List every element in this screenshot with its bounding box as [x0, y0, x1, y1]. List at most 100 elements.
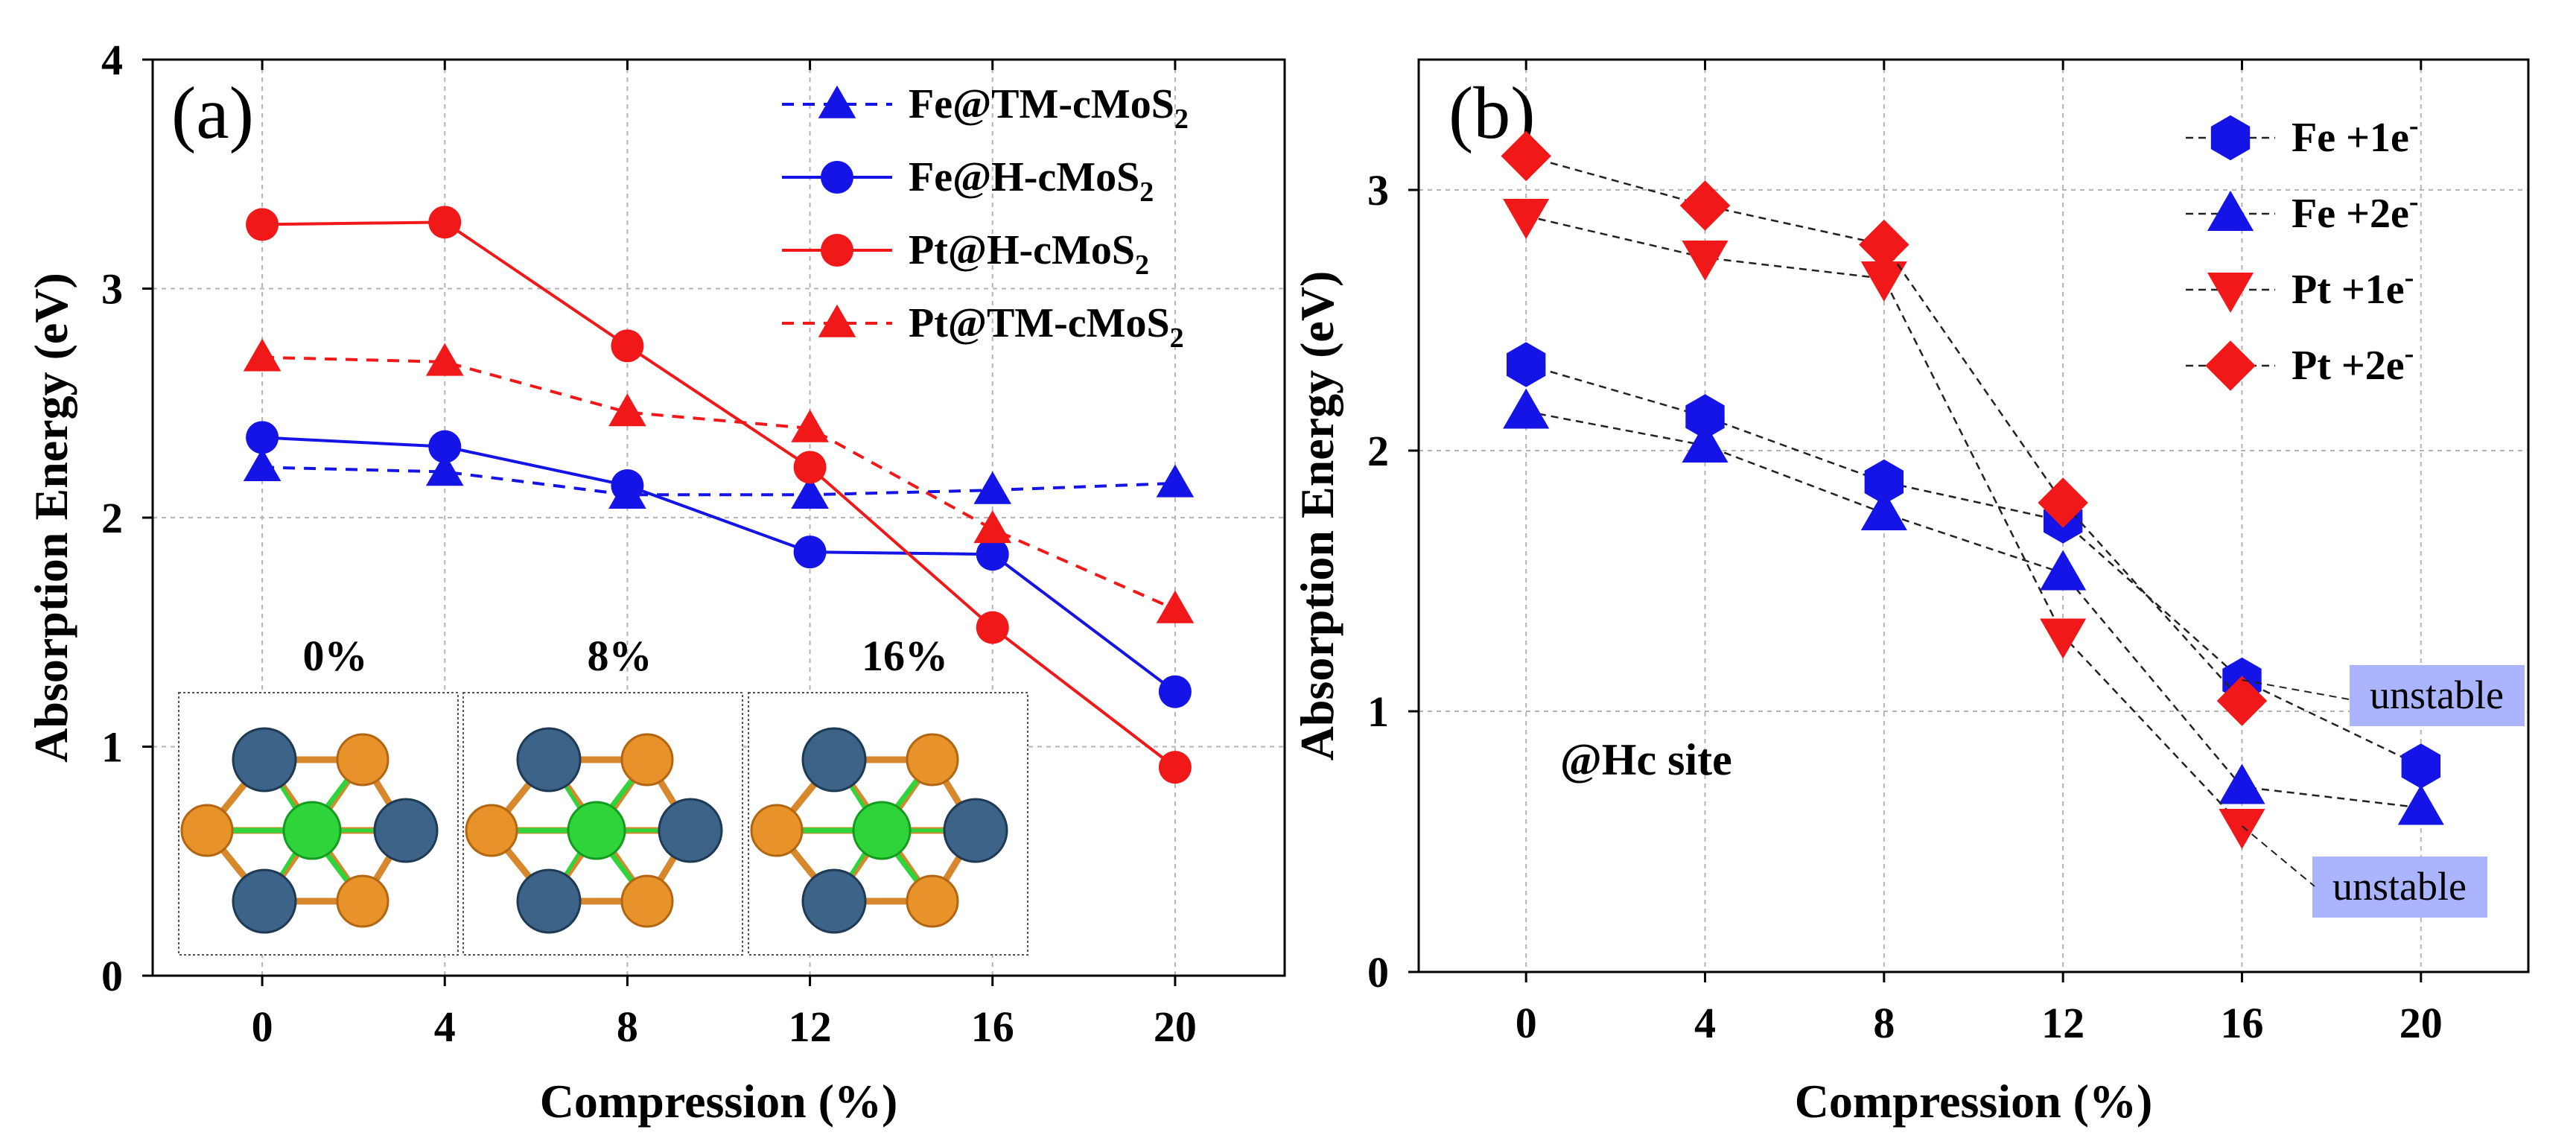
- metal-atom: [852, 801, 912, 860]
- s-atom: [750, 804, 804, 857]
- metal-atom: [567, 801, 626, 860]
- mo-atom: [516, 868, 582, 934]
- legend-marker: [2207, 190, 2254, 231]
- data-point: [1158, 751, 1192, 784]
- series-line: [262, 220, 1177, 769]
- leader-line: [2242, 679, 2354, 701]
- unstable-box: [2312, 857, 2487, 918]
- mo-atom: [658, 798, 723, 863]
- s-atom: [906, 874, 959, 928]
- data-point: [793, 536, 827, 569]
- legend-label: Fe@H-cMoS2: [909, 154, 1154, 208]
- series-fe-tm-cmos2: [243, 448, 1195, 509]
- panel-label: (a): [171, 72, 254, 154]
- x-axis-title: Compression (%): [1795, 1075, 2153, 1128]
- y-axis-title: Absorption Energy (eV): [1291, 271, 1343, 761]
- series-fe-h-cmos2: [246, 421, 1192, 708]
- legend-label-script: 2: [1135, 250, 1149, 281]
- mo-atom: [516, 727, 582, 792]
- legend-label-main: Pt@TM-cMoS: [909, 300, 1170, 346]
- y-tick-label: 2: [1367, 427, 1389, 475]
- leader-line: [2241, 825, 2315, 887]
- data-point: [1503, 388, 1550, 429]
- data-point: [611, 329, 644, 363]
- series-line: [261, 436, 1177, 693]
- data-point: [793, 451, 827, 484]
- x-tick-label: 0: [1516, 999, 1537, 1047]
- x-tick-label: 12: [789, 1003, 832, 1051]
- s-atom: [620, 733, 674, 787]
- structure-inset: [462, 692, 743, 956]
- structure-inset: [178, 692, 459, 956]
- site-annotation: @Hc site: [1560, 735, 1732, 784]
- legend-label-main: Pt +1e: [2292, 267, 2405, 313]
- series-fe-2e-: [1503, 388, 2444, 825]
- series-pt-h-cmos2: [246, 206, 1192, 784]
- series-fe-1e-: [1507, 342, 2440, 789]
- legend-label-script: -: [2405, 338, 2414, 369]
- series-line: [262, 355, 1176, 611]
- data-point: [608, 393, 646, 427]
- y-tick-label: 3: [101, 265, 123, 314]
- data-point: [1156, 590, 1195, 623]
- legend-label: Pt +2e-: [2292, 338, 2414, 389]
- y-tick-label: 0: [101, 952, 123, 1000]
- data-point: [976, 611, 1009, 644]
- legend-label: Fe +1e-: [2292, 110, 2418, 161]
- data-point: [243, 338, 282, 372]
- legend-marker: [2207, 273, 2254, 314]
- data-point: [1864, 459, 1904, 505]
- y-tick-label: 4: [101, 36, 123, 84]
- legend-marker: [821, 234, 853, 267]
- data-point: [2397, 784, 2444, 825]
- x-tick-label: 8: [617, 1003, 638, 1051]
- legend-entry: Fe +2e-: [2186, 186, 2418, 237]
- legend-label-main: Fe@H-cMoS: [909, 154, 1139, 200]
- data-point: [1685, 394, 1725, 439]
- y-axis-title: Absorption Energy (eV): [25, 273, 77, 763]
- unstable-box: [2350, 665, 2525, 726]
- plot-frame: [1417, 58, 2530, 973]
- inset-label: 16%: [862, 632, 948, 680]
- mo-atom: [943, 798, 1008, 863]
- data-point: [425, 343, 464, 376]
- data-point: [1860, 489, 1907, 530]
- series-pt-tm-cmos2: [243, 338, 1195, 623]
- data-point: [973, 471, 1012, 504]
- mo-atom: [801, 868, 867, 934]
- data-point: [791, 409, 829, 442]
- legend-entry: Fe +1e-: [2186, 110, 2418, 161]
- legend-label: Pt@H-cMoS2: [909, 227, 1149, 281]
- data-point: [976, 538, 1009, 571]
- legend-label-main: Fe +1e: [2292, 115, 2409, 161]
- legend-label-main: Pt +2e: [2292, 343, 2405, 389]
- legend-entry: Pt@TM-cMoS2: [782, 300, 1184, 354]
- unstable-label: unstable: [2370, 673, 2504, 717]
- mo-atom: [373, 798, 439, 863]
- data-point: [1503, 199, 1550, 240]
- data-point: [973, 510, 1012, 544]
- legend-entry: Pt +2e-: [2186, 338, 2414, 391]
- data-point: [2040, 550, 2087, 591]
- legend-label: Pt@TM-cMoS2: [909, 300, 1184, 354]
- x-tick-label: 20: [2400, 999, 2443, 1047]
- x-tick-label: 12: [2041, 999, 2084, 1047]
- data-point: [428, 430, 462, 463]
- series-line: [1525, 363, 2422, 767]
- y-tick-label: 3: [1367, 166, 1389, 215]
- data-point: [2040, 618, 2087, 659]
- data-point: [1682, 422, 1729, 463]
- data-point: [246, 421, 279, 454]
- x-tick-label: 4: [1694, 999, 1716, 1047]
- legend-marker: [2210, 115, 2251, 161]
- legend-label-script: 2: [1139, 177, 1154, 208]
- data-point: [1507, 342, 1546, 387]
- structure-inset: [748, 692, 1028, 956]
- s-atom: [336, 733, 389, 787]
- unstable-label: unstable: [2332, 864, 2467, 909]
- data-point: [1679, 180, 1731, 231]
- x-tick-label: 4: [434, 1003, 456, 1051]
